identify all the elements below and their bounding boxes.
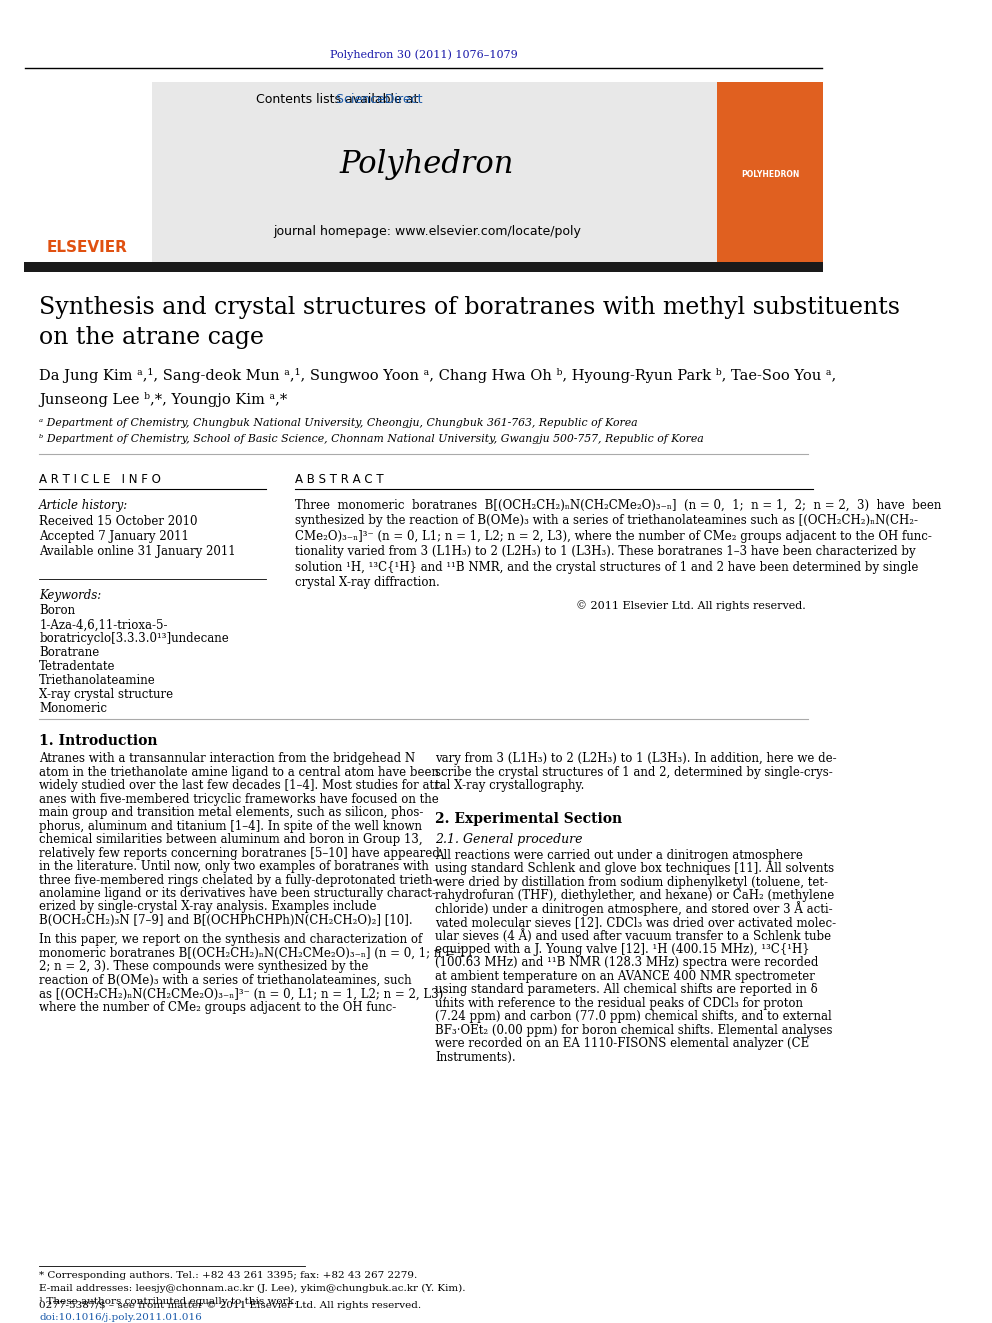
Text: tionality varied from 3 (L1H₃) to 2 (L2H₃) to 1 (L3H₃). These boratranes 1–3 hav: tionality varied from 3 (L1H₃) to 2 (L2H… bbox=[295, 545, 916, 558]
Text: © 2011 Elsevier Ltd. All rights reserved.: © 2011 Elsevier Ltd. All rights reserved… bbox=[576, 601, 806, 611]
Text: BF₃·OEt₂ (0.00 ppm) for boron chemical shifts. Elemental analyses: BF₃·OEt₂ (0.00 ppm) for boron chemical s… bbox=[435, 1024, 833, 1037]
Text: vary from 3 (L1H₃) to 2 (L2H₃) to 1 (L3H₃). In addition, here we de-: vary from 3 (L1H₃) to 2 (L2H₃) to 1 (L3H… bbox=[435, 753, 837, 765]
Text: Synthesis and crystal structures of boratranes with methyl substituents: Synthesis and crystal structures of bora… bbox=[40, 296, 901, 319]
Text: chemical similarities between aluminum and boron in Group 13,: chemical similarities between aluminum a… bbox=[40, 833, 423, 847]
Text: Boratrane: Boratrane bbox=[40, 647, 99, 659]
Text: using standard parameters. All chemical shifts are reported in δ: using standard parameters. All chemical … bbox=[435, 983, 818, 996]
Text: crystal X-ray diffraction.: crystal X-ray diffraction. bbox=[295, 576, 439, 589]
Text: Boron: Boron bbox=[40, 605, 75, 618]
Text: 1-Aza-4,6,11-trioxa-5-: 1-Aza-4,6,11-trioxa-5- bbox=[40, 618, 168, 631]
Text: journal homepage: www.elsevier.com/locate/poly: journal homepage: www.elsevier.com/locat… bbox=[273, 225, 581, 238]
Text: Keywords:: Keywords: bbox=[40, 589, 101, 602]
Text: Article history:: Article history: bbox=[40, 499, 129, 512]
Text: as [(OCH₂CH₂)ₙN(CH₂CMe₂O)₃₋ₙ]³⁻ (n = 0, L1; n = 1, L2; n = 2, L3),: as [(OCH₂CH₂)ₙN(CH₂CMe₂O)₃₋ₙ]³⁻ (n = 0, … bbox=[40, 987, 447, 1000]
Text: Available online 31 January 2011: Available online 31 January 2011 bbox=[40, 545, 236, 557]
Text: 2.1. General procedure: 2.1. General procedure bbox=[435, 832, 583, 845]
Text: Atranes with a transannular interaction from the bridgehead N: Atranes with a transannular interaction … bbox=[40, 753, 416, 765]
Text: at ambient temperature on an AVANCE 400 NMR spectrometer: at ambient temperature on an AVANCE 400 … bbox=[435, 970, 815, 983]
Text: Polyhedron 30 (2011) 1076–1079: Polyhedron 30 (2011) 1076–1079 bbox=[329, 50, 518, 60]
Bar bbox=[24, 262, 823, 271]
Bar bbox=[24, 82, 823, 262]
Text: Received 15 October 2010: Received 15 October 2010 bbox=[40, 515, 197, 528]
Text: Monomeric: Monomeric bbox=[40, 703, 107, 716]
Text: 0277-5387/$ – see front matter © 2011 Elsevier Ltd. All rights reserved.: 0277-5387/$ – see front matter © 2011 El… bbox=[40, 1302, 422, 1310]
Text: Instruments).: Instruments). bbox=[435, 1050, 516, 1064]
Text: scribe the crystal structures of 1 and 2, determined by single-crys-: scribe the crystal structures of 1 and 2… bbox=[435, 766, 833, 779]
Text: solution ¹H, ¹³C{¹H} and ¹¹B NMR, and the crystal structures of 1 and 2 have bee: solution ¹H, ¹³C{¹H} and ¹¹B NMR, and th… bbox=[295, 561, 918, 574]
Text: atom in the triethanolate amine ligand to a central atom have been: atom in the triethanolate amine ligand t… bbox=[40, 766, 439, 779]
Text: 2; n = 2, 3). These compounds were synthesized by the: 2; n = 2, 3). These compounds were synth… bbox=[40, 960, 369, 974]
Text: anes with five-membered tricyclic frameworks have focused on the: anes with five-membered tricyclic framew… bbox=[40, 792, 439, 806]
Text: main group and transition metal elements, such as silicon, phos-: main group and transition metal elements… bbox=[40, 806, 424, 819]
Text: phorus, aluminum and titanium [1–4]. In spite of the well known: phorus, aluminum and titanium [1–4]. In … bbox=[40, 820, 423, 832]
Text: doi:10.1016/j.poly.2011.01.016: doi:10.1016/j.poly.2011.01.016 bbox=[40, 1314, 202, 1322]
Text: Triethanolateamine: Triethanolateamine bbox=[40, 675, 156, 688]
Text: ᵃ Department of Chemistry, Chungbuk National University, Cheongju, Chungbuk 361-: ᵃ Department of Chemistry, Chungbuk Nati… bbox=[40, 418, 638, 429]
Text: on the atrane cage: on the atrane cage bbox=[40, 325, 264, 349]
Text: All reactions were carried out under a dinitrogen atmosphere: All reactions were carried out under a d… bbox=[435, 848, 804, 861]
Text: erized by single-crystal X-ray analysis. Examples include: erized by single-crystal X-ray analysis.… bbox=[40, 901, 377, 913]
Text: 2. Experimental Section: 2. Experimental Section bbox=[435, 812, 623, 826]
Text: Three  monomeric  boratranes  B[(OCH₂CH₂)ₙN(CH₂CMe₂O)₃₋ₙ]  (n = 0,  1;  n = 1,  : Three monomeric boratranes B[(OCH₂CH₂)ₙN… bbox=[295, 499, 941, 512]
Text: were recorded on an EA 1110-FISONS elemental analyzer (CE: were recorded on an EA 1110-FISONS eleme… bbox=[435, 1037, 809, 1050]
Text: reaction of B(OMe)₃ with a series of triethanolateamines, such: reaction of B(OMe)₃ with a series of tri… bbox=[40, 974, 412, 987]
Text: In this paper, we report on the synthesis and characterization of: In this paper, we report on the synthesi… bbox=[40, 934, 423, 946]
Text: were dried by distillation from sodium diphenylketyl (toluene, tet-: were dried by distillation from sodium d… bbox=[435, 876, 828, 889]
Text: A R T I C L E   I N F O: A R T I C L E I N F O bbox=[40, 472, 161, 486]
Text: ular sieves (4 Å) and used after vacuum transfer to a Schlenk tube: ular sieves (4 Å) and used after vacuum … bbox=[435, 929, 831, 943]
Text: ᵇ Department of Chemistry, School of Basic Science, Chonnam National University,: ᵇ Department of Chemistry, School of Bas… bbox=[40, 434, 704, 445]
Text: widely studied over the last few decades [1–4]. Most studies for atr-: widely studied over the last few decades… bbox=[40, 779, 444, 792]
Bar bbox=[717, 82, 823, 262]
Bar bbox=[24, 82, 152, 262]
Text: ELSEVIER: ELSEVIER bbox=[47, 239, 128, 255]
Text: units with reference to the residual peaks of CDCl₃ for proton: units with reference to the residual pea… bbox=[435, 996, 804, 1009]
Text: CMe₂O)₃₋ₙ]³⁻ (n = 0, L1; n = 1, L2; n = 2, L3), where the number of CMe₂ groups : CMe₂O)₃₋ₙ]³⁻ (n = 0, L1; n = 1, L2; n = … bbox=[295, 529, 931, 542]
Text: tal X-ray crystallography.: tal X-ray crystallography. bbox=[435, 779, 585, 792]
Text: chloride) under a dinitrogen atmosphere, and stored over 3 Å acti-: chloride) under a dinitrogen atmosphere,… bbox=[435, 901, 833, 917]
Text: (7.24 ppm) and carbon (77.0 ppm) chemical shifts, and to external: (7.24 ppm) and carbon (77.0 ppm) chemica… bbox=[435, 1011, 832, 1023]
Text: where the number of CMe₂ groups adjacent to the OH func-: where the number of CMe₂ groups adjacent… bbox=[40, 1000, 397, 1013]
Text: rahydrofuran (THF), diethylether, and hexane) or CaH₂ (methylene: rahydrofuran (THF), diethylether, and he… bbox=[435, 889, 834, 902]
Text: Junseong Lee ᵇ,*, Youngjo Kim ᵃ,*: Junseong Lee ᵇ,*, Youngjo Kim ᵃ,* bbox=[40, 392, 288, 407]
Text: synthesized by the reaction of B(OMe)₃ with a series of triethanolateamines such: synthesized by the reaction of B(OMe)₃ w… bbox=[295, 515, 918, 527]
Text: A B S T R A C T: A B S T R A C T bbox=[295, 472, 383, 486]
Text: Tetradentate: Tetradentate bbox=[40, 660, 116, 673]
Text: relatively few reports concerning boratranes [5–10] have appeared: relatively few reports concerning boratr… bbox=[40, 847, 440, 860]
Text: equipped with a J. Young valve [12]. ¹H (400.15 MHz), ¹³C{¹H}: equipped with a J. Young valve [12]. ¹H … bbox=[435, 943, 810, 957]
Text: Polyhedron: Polyhedron bbox=[339, 149, 514, 180]
Text: using standard Schlenk and glove box techniques [11]. All solvents: using standard Schlenk and glove box tec… bbox=[435, 863, 834, 875]
Text: Contents lists available at: Contents lists available at bbox=[256, 94, 423, 106]
Text: ¹ These authors contributed equally to this work.: ¹ These authors contributed equally to t… bbox=[40, 1298, 298, 1306]
Text: (100.63 MHz) and ¹¹B NMR (128.3 MHz) spectra were recorded: (100.63 MHz) and ¹¹B NMR (128.3 MHz) spe… bbox=[435, 957, 818, 970]
Text: POLYHEDRON: POLYHEDRON bbox=[741, 171, 800, 179]
Text: * Corresponding authors. Tel.: +82 43 261 3395; fax: +82 43 267 2279.: * Corresponding authors. Tel.: +82 43 26… bbox=[40, 1271, 418, 1281]
Text: ScienceDirect: ScienceDirect bbox=[216, 94, 423, 106]
Text: 1. Introduction: 1. Introduction bbox=[40, 734, 158, 747]
Text: X-ray crystal structure: X-ray crystal structure bbox=[40, 688, 174, 701]
Text: three five-membered rings chelated by a fully-deprotonated trieth-: three five-membered rings chelated by a … bbox=[40, 873, 436, 886]
Text: E-mail addresses: leesjy@chonnam.ac.kr (J. Lee), ykim@chungbuk.ac.kr (Y. Kim).: E-mail addresses: leesjy@chonnam.ac.kr (… bbox=[40, 1285, 466, 1294]
Text: in the literature. Until now, only two examples of boratranes with: in the literature. Until now, only two e… bbox=[40, 860, 430, 873]
Text: B(OCH₂CH₂)₃N [7–9] and B[(OCHPhCHPh)N(CH₂CH₂O)₂] [10].: B(OCH₂CH₂)₃N [7–9] and B[(OCHPhCHPh)N(CH… bbox=[40, 914, 413, 927]
Text: anolamine ligand or its derivatives have been structurally charact-: anolamine ligand or its derivatives have… bbox=[40, 886, 436, 900]
Text: Da Jung Kim ᵃ,¹, Sang-deok Mun ᵃ,¹, Sungwoo Yoon ᵃ, Chang Hwa Oh ᵇ, Hyoung-Ryun : Da Jung Kim ᵃ,¹, Sang-deok Mun ᵃ,¹, Sung… bbox=[40, 368, 836, 382]
Text: monomeric boratranes B[(OCH₂CH₂)ₙN(CH₂CMe₂O)₃₋ₙ] (n = 0, 1; n = 1,: monomeric boratranes B[(OCH₂CH₂)ₙN(CH₂CM… bbox=[40, 947, 470, 960]
Text: boratricyclo[3.3.3.0¹³]undecane: boratricyclo[3.3.3.0¹³]undecane bbox=[40, 632, 229, 646]
Text: vated molecular sieves [12]. CDCl₃ was dried over activated molec-: vated molecular sieves [12]. CDCl₃ was d… bbox=[435, 916, 836, 929]
Text: Accepted 7 January 2011: Accepted 7 January 2011 bbox=[40, 529, 189, 542]
